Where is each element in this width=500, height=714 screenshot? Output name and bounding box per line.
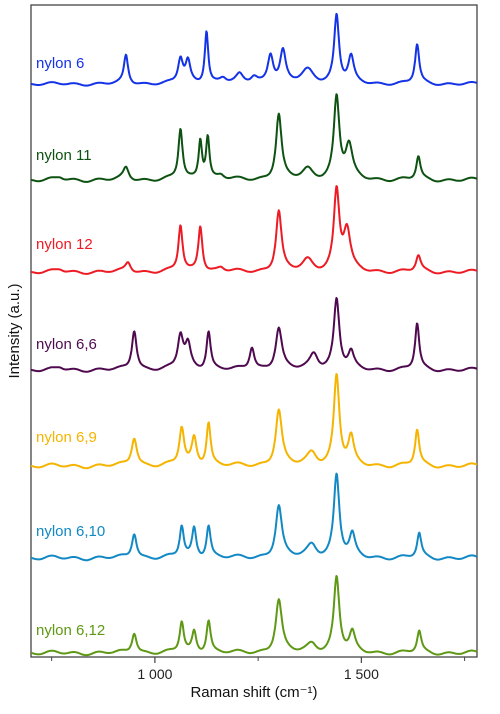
x-tick-label: 1 500 [344,666,379,682]
series-label: nylon 12 [36,236,93,253]
series-label: nylon 6,12 [36,622,105,639]
series-line-nylon-6 [30,12,478,87]
series-line-nylon-6-9 [30,373,478,470]
series-group [30,12,478,657]
series-label: nylon 6,9 [36,429,97,446]
series-line-nylon-12 [30,185,478,275]
series-label: nylon 6 [36,55,84,72]
series-line-nylon-11 [30,93,478,183]
series-label: nylon 6,10 [36,523,105,540]
series-line-nylon-6-6 [30,297,478,373]
series-label: nylon 6,6 [36,336,97,353]
series-labels: nylon 6 nylon 11 nylon 12 nylon 6,6 nylon 6,… [36,55,105,639]
x-axis-ticks: 1 000 1 500 [51,657,466,682]
series-line-nylon-6-10 [30,472,478,562]
y-axis-label: Intensity (a.u.) [6,283,23,378]
plot-frame [30,4,478,658]
x-axis-label: Raman shift (cm⁻¹) [190,684,317,701]
series-line-nylon-6-12 [30,575,478,657]
x-tick-label: 1 000 [137,666,172,682]
series-label: nylon 11 [36,147,92,164]
